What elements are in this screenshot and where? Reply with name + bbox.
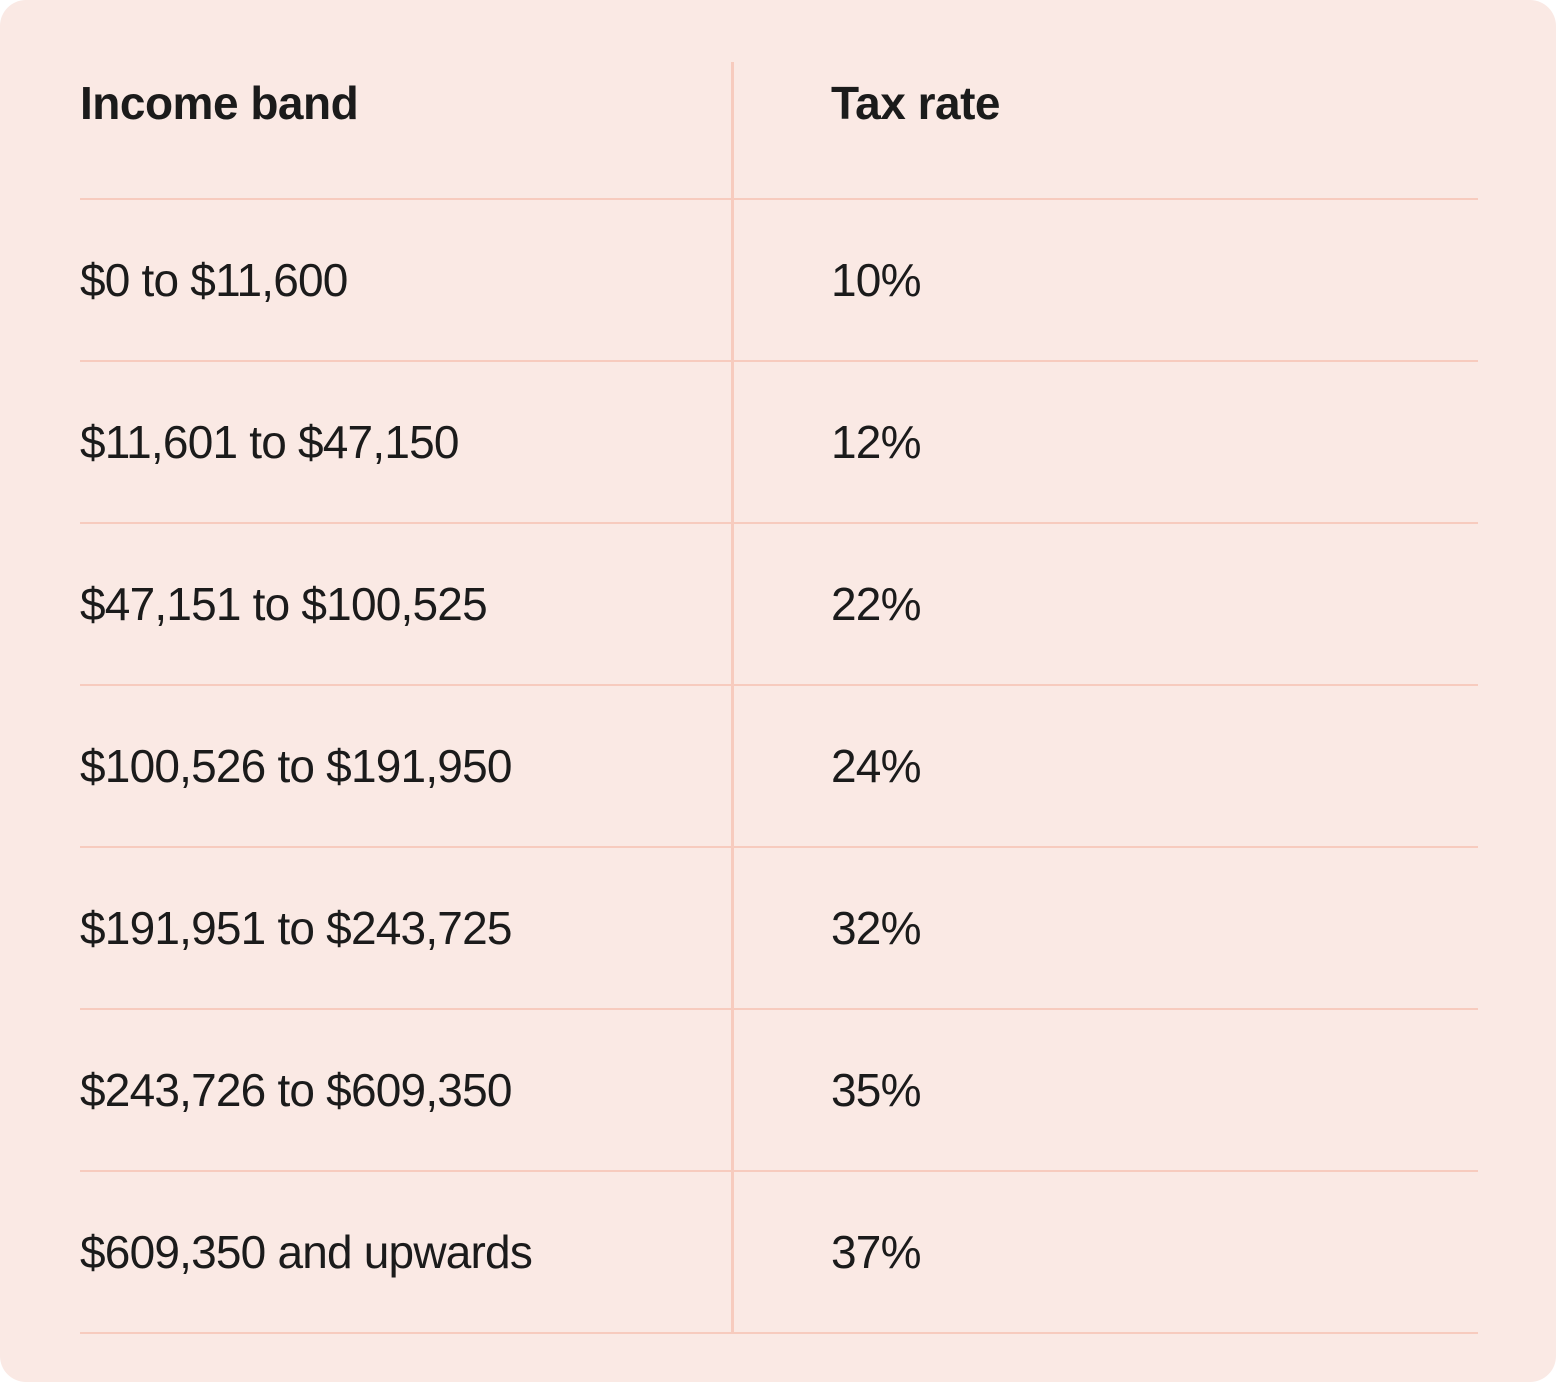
table-row: $243,726 to $609,350 35% (80, 1010, 1478, 1172)
tax-rate-cell: 32% (831, 901, 921, 954)
table-row: $191,951 to $243,725 32% (80, 848, 1478, 1010)
column-divider (731, 62, 734, 1332)
income-band-cell: $191,951 to $243,725 (80, 901, 512, 954)
table-header-row: Income band Tax rate (80, 0, 1478, 200)
table-row: $0 to $11,600 10% (80, 200, 1478, 362)
column-header-tax-rate: Tax rate (831, 76, 1001, 129)
tax-rate-cell: 37% (831, 1225, 921, 1278)
income-band-cell: $11,601 to $47,150 (80, 415, 459, 468)
income-band-cell: $100,526 to $191,950 (80, 739, 512, 792)
income-band-cell: $0 to $11,600 (80, 253, 348, 306)
tax-rate-cell: 12% (831, 415, 921, 468)
tax-rate-cell: 35% (831, 1063, 921, 1116)
tax-rate-cell: 10% (831, 253, 921, 306)
income-band-cell: $243,726 to $609,350 (80, 1063, 512, 1116)
tax-rate-cell: 24% (831, 739, 921, 792)
table-row: $11,601 to $47,150 12% (80, 362, 1478, 524)
table-row: $100,526 to $191,950 24% (80, 686, 1478, 848)
column-header-income-band: Income band (80, 76, 359, 129)
table-row: $609,350 and upwards 37% (80, 1172, 1478, 1334)
income-band-cell: $609,350 and upwards (80, 1225, 533, 1278)
tax-bracket-table: Income band Tax rate $0 to $11,600 10% $… (80, 0, 1478, 1334)
table-row: $47,151 to $100,525 22% (80, 524, 1478, 686)
income-band-cell: $47,151 to $100,525 (80, 577, 488, 630)
tax-rate-cell: 22% (831, 577, 921, 630)
